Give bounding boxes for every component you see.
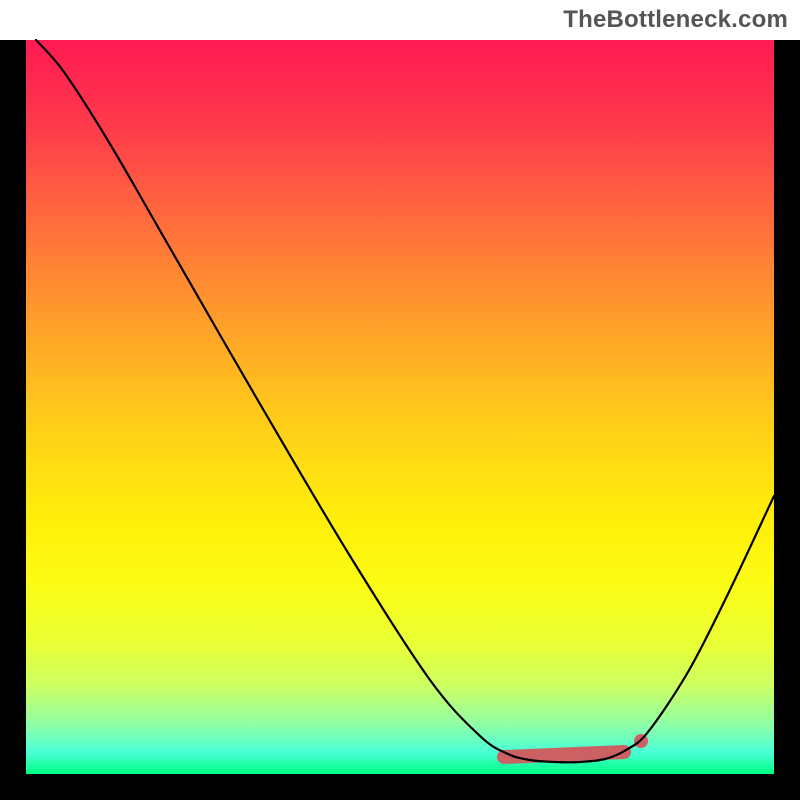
watermark: TheBottleneck.com: [563, 6, 788, 34]
bottleneck-chart: [0, 0, 800, 800]
optimal-range-highlight: [504, 752, 624, 757]
chart-gradient-background: [26, 40, 774, 774]
chart-container: TheBottleneck.com: [0, 0, 800, 800]
